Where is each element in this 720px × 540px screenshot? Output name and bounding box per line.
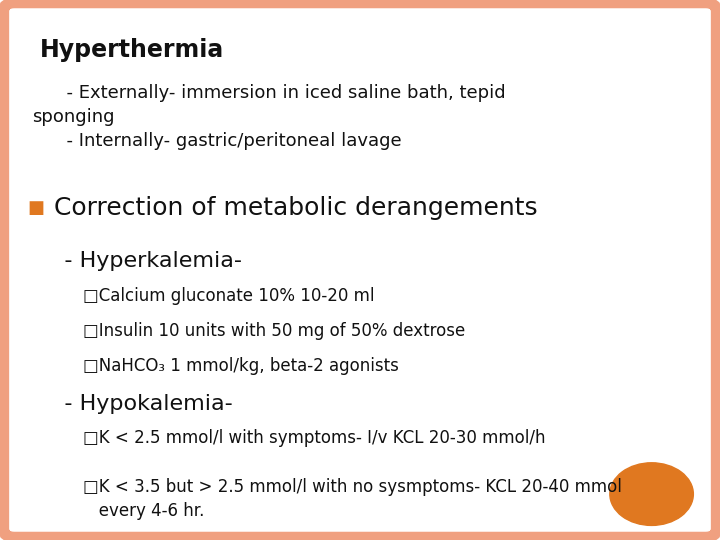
Text: - Hyperkalemia-: - Hyperkalemia- xyxy=(43,251,242,271)
Text: Correction of metabolic derangements: Correction of metabolic derangements xyxy=(54,196,538,220)
Text: □NaHCO₃ 1 mmol/kg, beta-2 agonists: □NaHCO₃ 1 mmol/kg, beta-2 agonists xyxy=(83,357,399,375)
Text: ■: ■ xyxy=(27,199,45,217)
Circle shape xyxy=(610,463,693,525)
Text: - Internally- gastric/peritoneal lavage: - Internally- gastric/peritoneal lavage xyxy=(32,132,402,150)
Text: □Calcium gluconate 10% 10-20 ml: □Calcium gluconate 10% 10-20 ml xyxy=(83,287,374,305)
Text: - Externally- immersion in iced saline bath, tepid
sponging: - Externally- immersion in iced saline b… xyxy=(32,84,506,126)
Text: □K < 3.5 but > 2.5 mmol/l with no sysmptoms- KCL 20-40 mmol
   every 4-6 hr.: □K < 3.5 but > 2.5 mmol/l with no sysmpt… xyxy=(83,478,621,520)
Text: - Hypokalemia-: - Hypokalemia- xyxy=(43,394,233,414)
Text: □K < 2.5 mmol/l with symptoms- I/v KCL 20-30 mmol/h: □K < 2.5 mmol/l with symptoms- I/v KCL 2… xyxy=(83,429,545,447)
Text: Hyperthermia: Hyperthermia xyxy=(40,38,224,62)
Text: □Insulin 10 units with 50 mg of 50% dextrose: □Insulin 10 units with 50 mg of 50% dext… xyxy=(83,322,465,340)
